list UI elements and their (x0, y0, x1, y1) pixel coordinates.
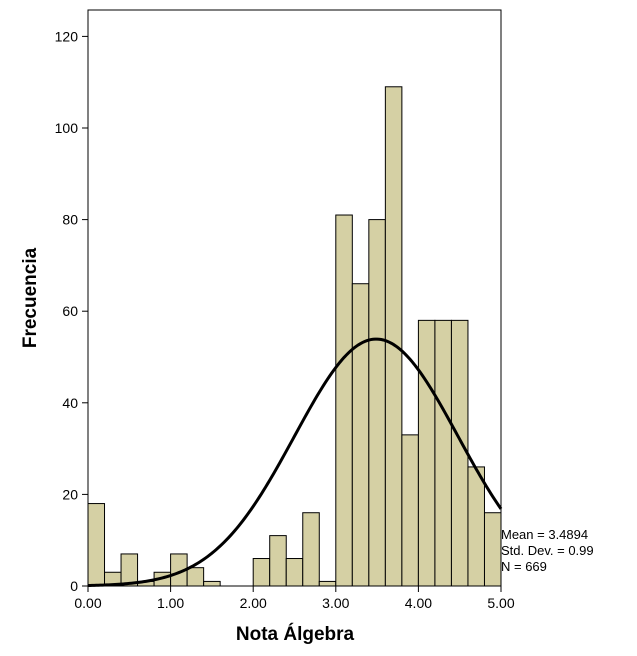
histogram-bar (335, 214, 353, 587)
y-tick-label: 80 (62, 212, 78, 228)
histogram-bar (285, 558, 304, 587)
histogram-bar (434, 319, 452, 587)
histogram-bar (384, 86, 403, 587)
histogram-bar (401, 434, 419, 587)
y-axis-title: Frecuencia (20, 247, 41, 348)
x-tick-label: 3.00 (322, 595, 349, 611)
histogram-bar (252, 558, 271, 587)
stats-std-dev: Std. Dev. = 0.99 (501, 543, 594, 558)
histogram-bar (467, 466, 485, 587)
histogram-bar (302, 512, 320, 587)
histogram-bar (186, 567, 205, 587)
histogram-bar (450, 319, 469, 587)
stats-box: Mean = 3.4894 Std. Dev. = 0.99 N = 669 (501, 527, 594, 574)
x-tick-label: 2.00 (240, 595, 267, 611)
x-tick-label: 5.00 (487, 595, 514, 611)
histogram-bar (483, 512, 502, 587)
x-axis-title: Nota Álgebra (236, 623, 355, 645)
y-tick-label: 40 (62, 395, 78, 411)
stats-mean: Mean = 3.4894 (501, 527, 588, 542)
histogram-bar (87, 503, 106, 587)
y-axis: 0 20 40 60 80 100 120 (55, 28, 88, 594)
stats-n: N = 669 (501, 559, 547, 574)
y-tick-label: 120 (55, 28, 79, 44)
normal-curve (87, 337, 503, 587)
x-tick-label: 1.00 (157, 595, 184, 611)
x-tick-label: 4.00 (405, 595, 432, 611)
x-axis: 0.00 1.00 2.00 3.00 4.00 5.00 (74, 586, 515, 611)
histogram-bar (269, 535, 287, 587)
y-tick-label: 0 (70, 578, 78, 594)
x-tick-label: 0.00 (74, 595, 101, 611)
histogram-bars (87, 86, 502, 587)
histogram-bar (318, 580, 337, 587)
histogram-bar (368, 219, 386, 587)
y-tick-label: 20 (62, 486, 78, 502)
histogram-bar (120, 553, 139, 587)
histogram-bar (351, 283, 370, 587)
y-tick-label: 100 (55, 120, 79, 136)
histogram-bar (417, 319, 436, 587)
histogram-bar (203, 580, 221, 587)
y-tick-label: 60 (62, 303, 78, 319)
